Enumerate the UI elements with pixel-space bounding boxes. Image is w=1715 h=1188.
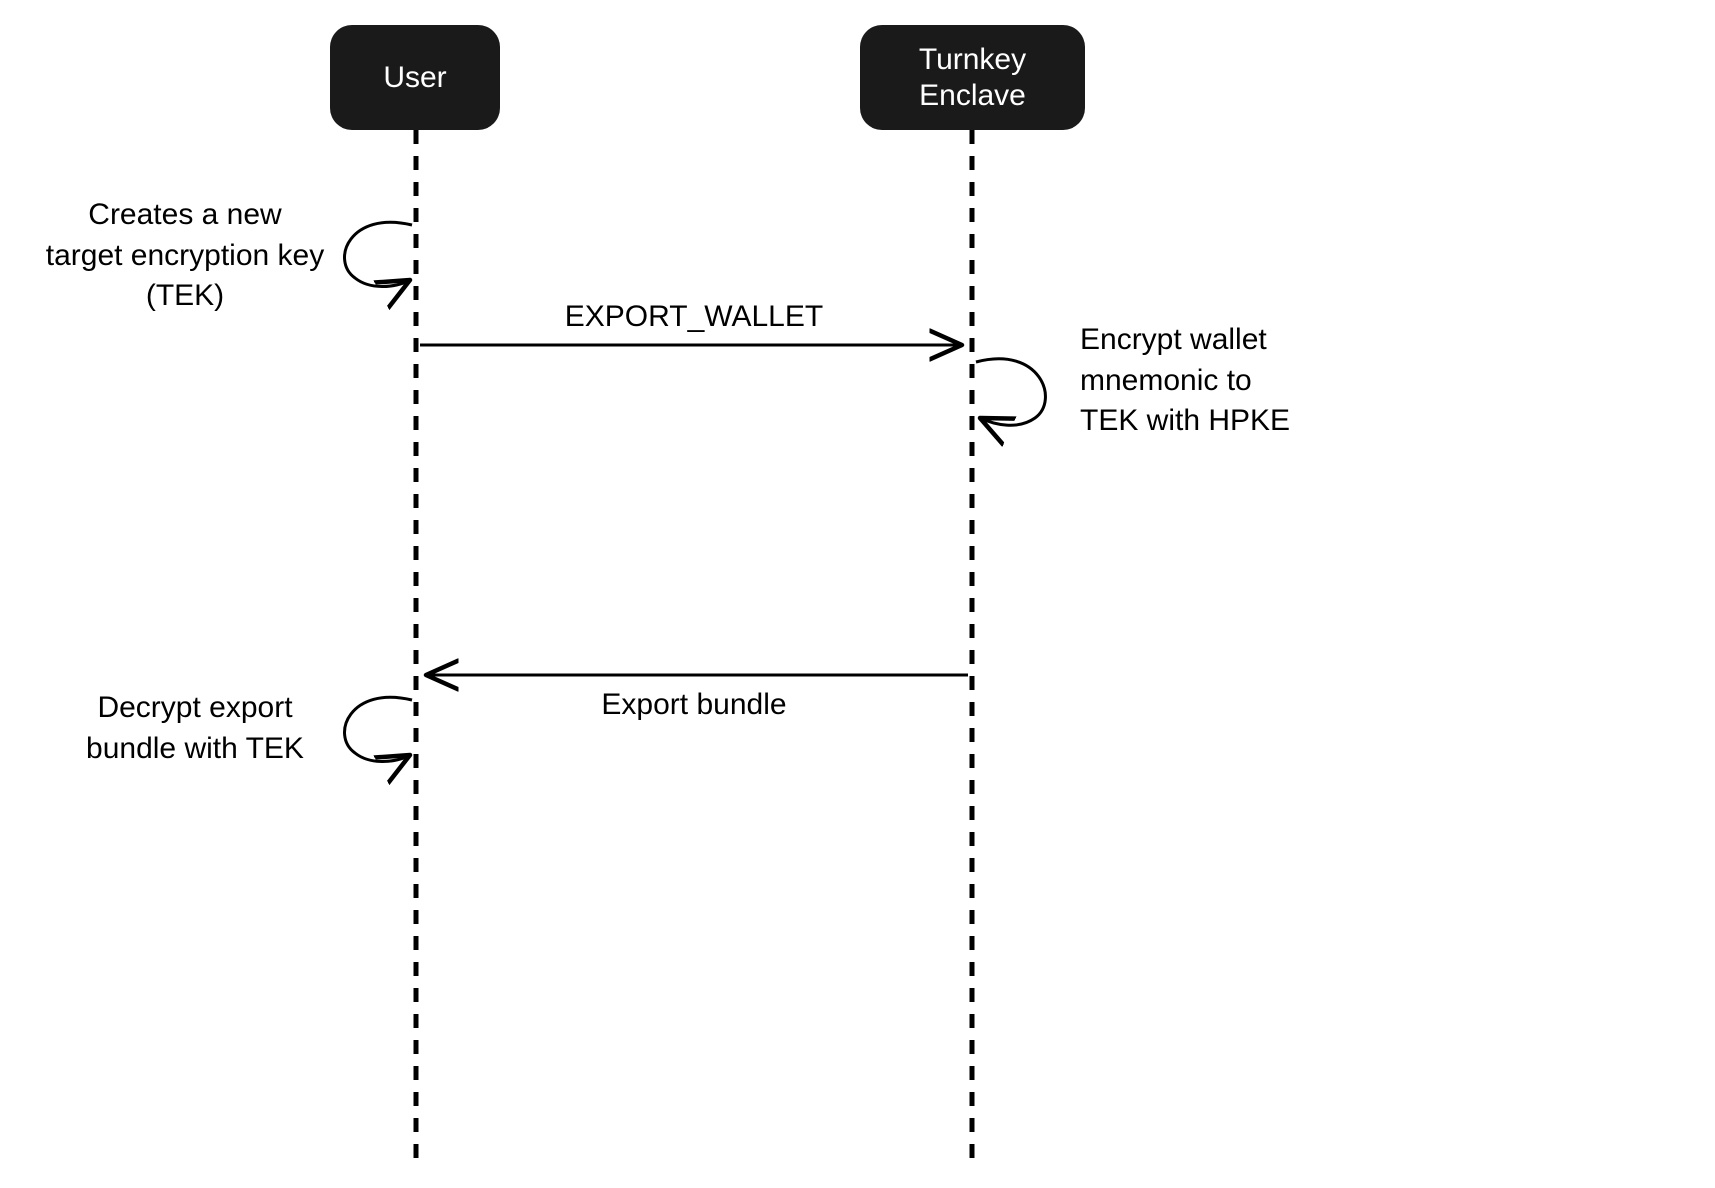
actor-enclave: Turnkey Enclave [860,25,1085,130]
diagram-lines [0,0,1715,1188]
actor-enclave-label: Turnkey Enclave [919,42,1026,114]
self-loop-encrypt [976,359,1045,425]
msg-export-bundle-label: Export bundle [416,688,972,722]
note-decrypt: Decrypt export bundle with TEK [60,688,330,769]
self-loop-create-tek [345,222,412,286]
self-loop-decrypt [345,697,412,761]
actor-user: User [330,25,500,130]
note-encrypt: Encrypt wallet mnemonic to TEK with HPKE [1080,320,1340,442]
actor-user-label: User [383,60,446,96]
sequence-diagram: User Turnkey Enclave Creates a new targe… [0,0,1715,1188]
msg-export-wallet-label: EXPORT_WALLET [416,300,972,334]
note-create-tek: Creates a new target encryption key (TEK… [30,195,340,317]
